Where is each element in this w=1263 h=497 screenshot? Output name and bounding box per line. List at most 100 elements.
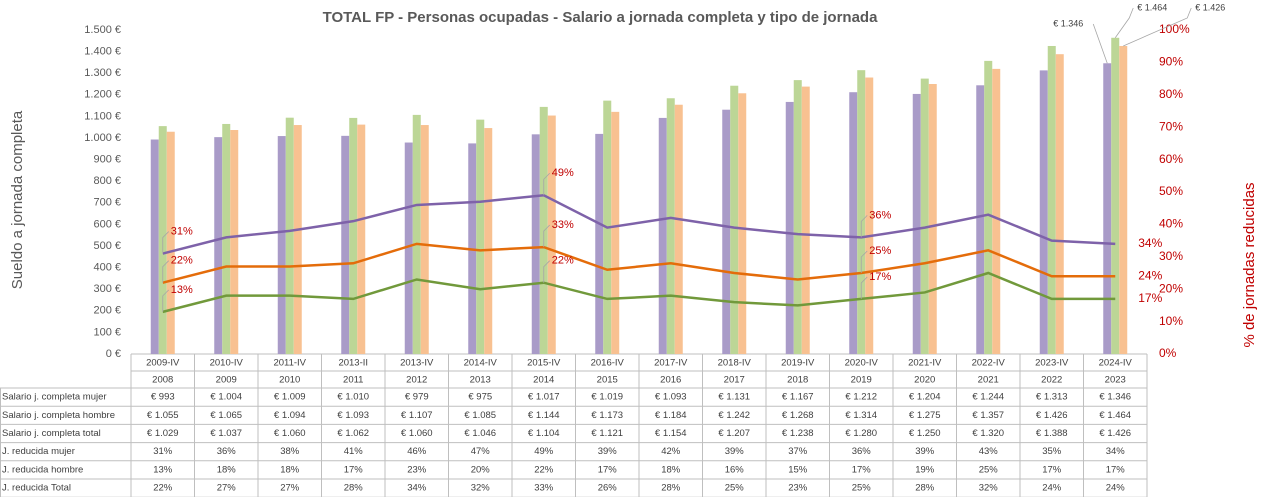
table-cell: 26% bbox=[598, 483, 618, 494]
bar bbox=[595, 133, 604, 354]
y-tick-label: 1.200 € bbox=[84, 89, 121, 101]
table-cell: 27% bbox=[217, 483, 237, 494]
table-cell: 17% bbox=[852, 464, 872, 475]
y-tick-label: 800 € bbox=[93, 175, 121, 187]
table-cell: € 1.426 bbox=[1036, 410, 1068, 421]
y2-tick-label: 0% bbox=[1159, 346, 1177, 360]
table-cell: € 1.314 bbox=[845, 410, 877, 421]
table-cell: 22% bbox=[153, 483, 173, 494]
y2-tick-label: 100% bbox=[1159, 22, 1190, 36]
bar bbox=[984, 60, 993, 354]
table-cell: € 1.212 bbox=[845, 392, 877, 403]
leader-line bbox=[860, 250, 868, 273]
y-tick-label: 0 € bbox=[106, 348, 121, 360]
y-tick-label: 200 € bbox=[93, 305, 121, 317]
x-tick-label: 2023-IV bbox=[1035, 358, 1069, 369]
bar bbox=[214, 137, 223, 354]
bar bbox=[738, 93, 747, 355]
table-cell: € 1.055 bbox=[147, 410, 179, 421]
bar bbox=[547, 115, 556, 354]
data-label: 31% bbox=[171, 225, 193, 237]
table-cell: € 1.275 bbox=[909, 410, 941, 421]
bar bbox=[1119, 45, 1128, 354]
bar bbox=[611, 111, 620, 354]
bar bbox=[539, 106, 548, 354]
x-tick-label: 2009-IV bbox=[146, 358, 180, 369]
table-cell: 25% bbox=[725, 483, 745, 494]
data-label: 22% bbox=[171, 255, 193, 267]
table-cell: 39% bbox=[915, 446, 935, 457]
x-group-label: 2012 bbox=[406, 375, 427, 386]
table-cell: € 1.085 bbox=[464, 410, 496, 421]
data-label: 36% bbox=[869, 209, 891, 221]
bar bbox=[666, 98, 675, 354]
leader-line bbox=[543, 260, 551, 283]
table-cell: 24% bbox=[1042, 483, 1062, 494]
data-label: € 1.346 bbox=[1053, 18, 1083, 28]
x-tick-label: 2021-IV bbox=[908, 358, 942, 369]
table-cell: € 1.244 bbox=[972, 392, 1004, 403]
table-cell: € 1.060 bbox=[274, 428, 306, 439]
x-tick-label: 2024-IV bbox=[1099, 358, 1133, 369]
table-cell: € 1.017 bbox=[528, 392, 560, 403]
table-cell: € 1.313 bbox=[1036, 392, 1068, 403]
bar bbox=[230, 130, 239, 354]
x-group-label: 2017 bbox=[724, 375, 745, 386]
table-cell: 27% bbox=[280, 483, 300, 494]
x-tick-label: 2014-IV bbox=[464, 358, 498, 369]
leader-line bbox=[860, 215, 868, 238]
y-tick-label: 400 € bbox=[93, 262, 121, 274]
table-cell: € 1.426 bbox=[1099, 428, 1131, 439]
table-cell: € 1.144 bbox=[528, 410, 560, 421]
table-cell: € 1.184 bbox=[655, 410, 687, 421]
bar bbox=[277, 136, 286, 354]
leader-line bbox=[1114, 7, 1134, 39]
bar bbox=[1047, 45, 1056, 354]
leader-line bbox=[162, 289, 170, 312]
bar bbox=[349, 117, 358, 354]
table-cell: 32% bbox=[979, 483, 999, 494]
bar bbox=[166, 131, 175, 354]
bar bbox=[992, 68, 1001, 354]
table-cell: € 1.010 bbox=[337, 392, 369, 403]
table-cell: 13% bbox=[153, 464, 173, 475]
line-series bbox=[162, 271, 1116, 314]
bar bbox=[404, 142, 413, 354]
x-group-label: 2018 bbox=[787, 375, 808, 386]
bar bbox=[357, 124, 366, 354]
table-cell: € 1.207 bbox=[718, 428, 750, 439]
x-group-label: 2013 bbox=[470, 375, 491, 386]
table-cell: 39% bbox=[598, 446, 618, 457]
bar bbox=[912, 93, 921, 354]
leader-line bbox=[162, 260, 170, 283]
bar bbox=[849, 92, 858, 354]
bar bbox=[857, 70, 866, 355]
data-label: 22% bbox=[552, 255, 574, 267]
table-cell: 18% bbox=[217, 464, 237, 475]
x-group-label: 2019 bbox=[851, 375, 872, 386]
bar bbox=[865, 77, 874, 355]
bar bbox=[1103, 63, 1112, 354]
y2-tick-label: 80% bbox=[1159, 87, 1183, 101]
table-cell: 32% bbox=[471, 483, 491, 494]
table-cell: 19% bbox=[915, 464, 935, 475]
x-tick-label: 2022-IV bbox=[972, 358, 1006, 369]
table-cell: 47% bbox=[471, 446, 491, 457]
y-tick-label: 1.000 € bbox=[84, 132, 121, 144]
table-cell: 25% bbox=[852, 483, 872, 494]
x-tick-label: 2015-IV bbox=[527, 358, 561, 369]
bar bbox=[920, 78, 929, 354]
line-series bbox=[162, 242, 1116, 284]
leader-line bbox=[860, 276, 868, 299]
x-tick-label: 2013-II bbox=[338, 358, 368, 369]
bar bbox=[722, 109, 731, 354]
table-cell: 25% bbox=[979, 464, 999, 475]
table-cell: 34% bbox=[407, 483, 427, 494]
data-label: € 1.426 bbox=[1195, 2, 1225, 12]
x-tick-label: 2016-IV bbox=[591, 358, 625, 369]
table-cell: 31% bbox=[153, 446, 173, 457]
table-cell: € 1.004 bbox=[210, 392, 242, 403]
y-tick-label: 900 € bbox=[93, 154, 121, 166]
bar bbox=[801, 86, 810, 354]
